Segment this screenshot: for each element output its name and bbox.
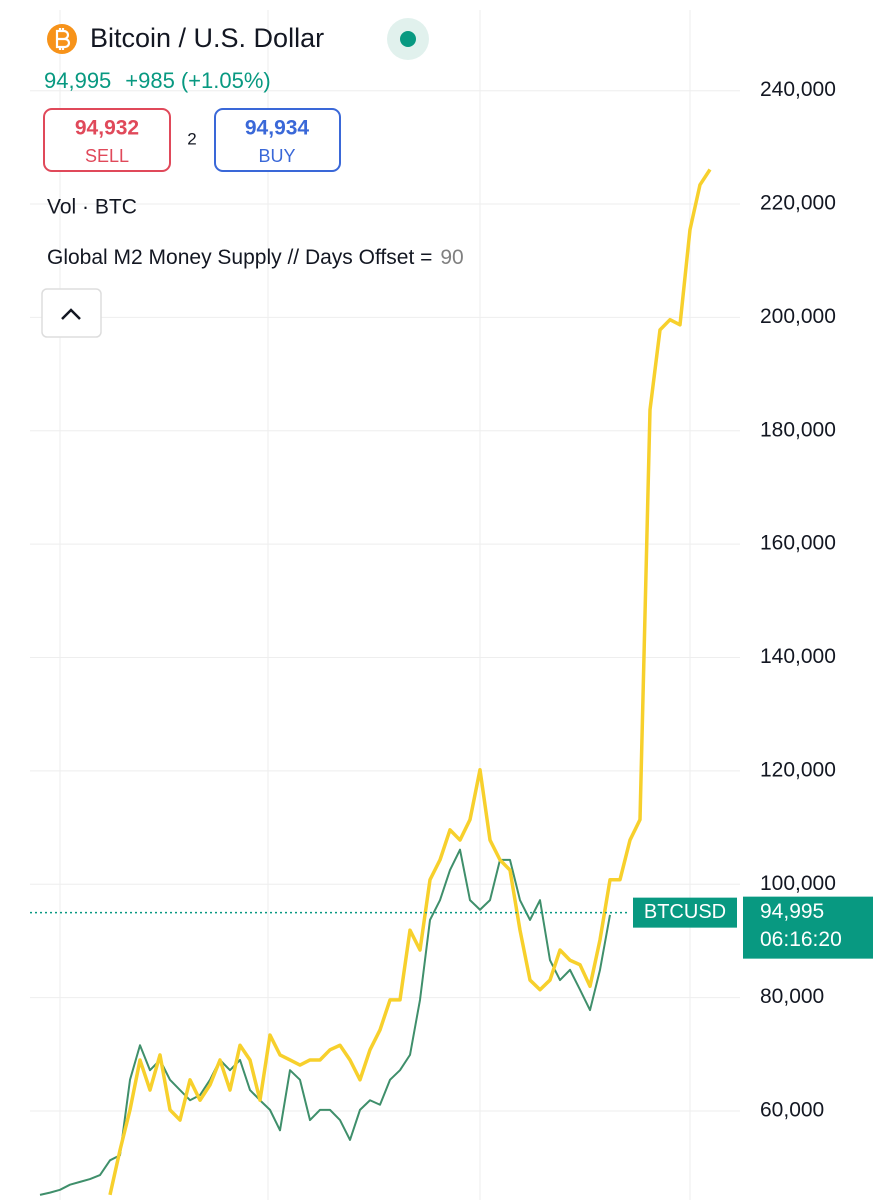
y-tick-label: 80,000 bbox=[760, 985, 824, 1008]
status-dot bbox=[400, 31, 416, 47]
change-pct: (+1.05%) bbox=[181, 68, 271, 93]
chevron-up bbox=[61, 308, 81, 320]
y-tick-label: 240,000 bbox=[760, 78, 836, 101]
price-tag-countdown: 06:16:20 bbox=[760, 928, 842, 951]
sell-price: 94,932 bbox=[75, 117, 139, 140]
series-line bbox=[39, 848, 611, 1196]
bitcoin-glyph bbox=[55, 28, 71, 50]
buy-button[interactable] bbox=[214, 108, 341, 172]
change: +985 bbox=[125, 68, 175, 93]
spread: 2 bbox=[187, 129, 196, 148]
collapse-button[interactable] bbox=[41, 288, 102, 338]
y-tick-label: 120,000 bbox=[760, 758, 836, 781]
m2-indicator[interactable]: Global M2 Money Supply // Days Offset = 9… bbox=[47, 246, 464, 269]
y-tick-label: 60,000 bbox=[760, 1099, 824, 1122]
symbol-tag-label: BTCUSD bbox=[644, 901, 726, 923]
symbol-title: Bitcoin / U.S. Dollar bbox=[90, 23, 324, 53]
y-tick-label: 180,000 bbox=[760, 418, 836, 441]
series-line bbox=[108, 168, 712, 1196]
y-tick-label: 200,000 bbox=[760, 305, 836, 328]
buy-label: BUY bbox=[258, 146, 295, 166]
price: 94,995 bbox=[44, 68, 111, 93]
price-tag bbox=[743, 896, 873, 959]
plot bbox=[30, 10, 740, 1200]
sell-button[interactable] bbox=[43, 108, 171, 172]
symbol-tag bbox=[633, 897, 737, 928]
price-line: 94,995 +985 (+1.05%) bbox=[44, 68, 271, 93]
y-tick-label: 100,000 bbox=[760, 872, 836, 895]
m2-label: Global M2 Money Supply // Days Offset = bbox=[47, 246, 432, 269]
sell-label: SELL bbox=[85, 146, 129, 166]
m2-offset: 90 bbox=[440, 246, 463, 269]
y-tick-label: 160,000 bbox=[760, 532, 836, 555]
y-tick-label: 220,000 bbox=[760, 192, 836, 215]
y-tick-label: 140,000 bbox=[760, 645, 836, 668]
price-tag-value: 94,995 bbox=[760, 900, 824, 923]
volume-indicator[interactable]: Vol · BTC bbox=[47, 196, 137, 219]
buy-price: 94,934 bbox=[245, 117, 310, 140]
